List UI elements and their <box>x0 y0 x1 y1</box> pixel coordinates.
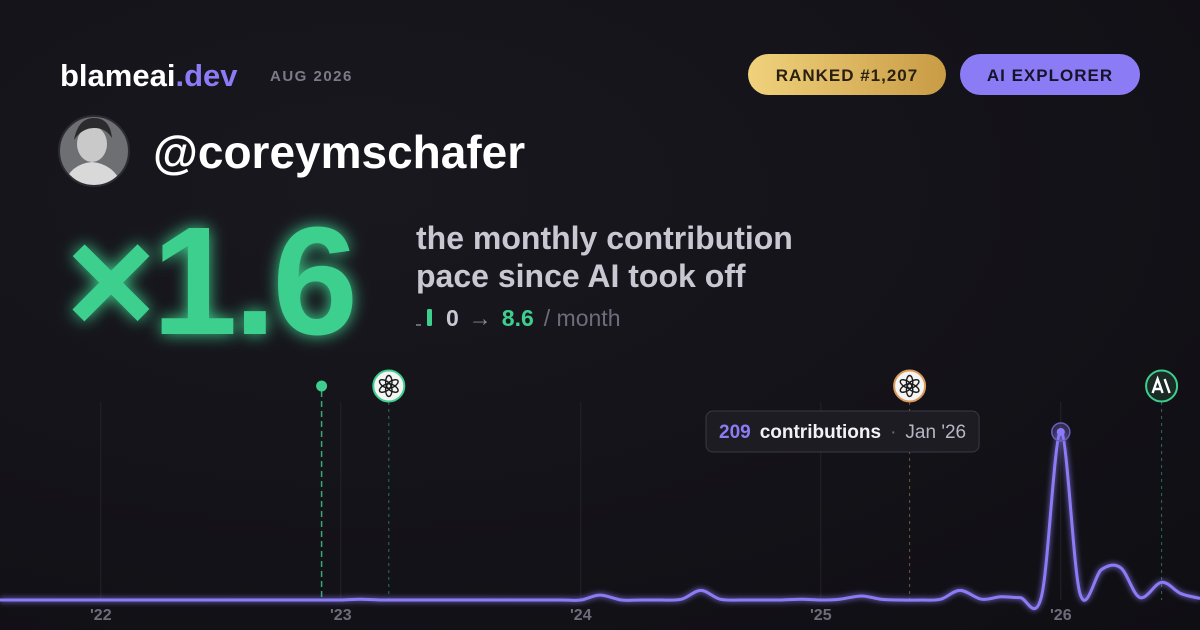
rank-badge <box>748 54 946 95</box>
tier-text: AI EXPLORER <box>987 66 1113 85</box>
pace-icon <box>416 309 432 326</box>
tooltip-box <box>705 410 980 453</box>
pace: 0 → 8.6 / month <box>446 305 621 331</box>
event-icon <box>893 369 927 403</box>
headline-line: pace since AI took off <box>416 258 746 294</box>
event-icon <box>372 369 406 403</box>
brand-tld: .dev <box>175 58 238 93</box>
event-marker <box>1145 369 1179 600</box>
tooltip-value: 209 <box>719 422 751 443</box>
pace-from: 0 <box>446 305 459 331</box>
x-tick-label: '26 <box>1050 607 1072 624</box>
event-icon-petal <box>378 379 392 389</box>
tooltip-date: Jan '26 <box>905 422 966 443</box>
pace-unit: / month <box>544 305 621 331</box>
event-marker <box>316 380 328 600</box>
period: AUG 2026 <box>270 68 353 85</box>
tooltip-text: 209 contributions · Jan '26 <box>719 422 966 443</box>
x-tick-label: '25 <box>810 607 832 624</box>
brand-name: blameai <box>60 58 175 93</box>
headline-line: the monthly contribution <box>416 220 793 256</box>
chart: '22 '23 '24 '25 '26 209 contributions · Jan '26 <box>0 369 1200 624</box>
tooltip-sep: · <box>890 422 896 443</box>
event-dot <box>316 380 328 392</box>
pace-arrow: → <box>469 305 492 331</box>
tier-badge <box>960 54 1140 95</box>
x-tick-label: '23 <box>330 607 352 624</box>
tooltip: 209 contributions · Jan '26 <box>705 410 980 453</box>
event-marker <box>372 369 406 600</box>
pace-to: 8.6 <box>502 305 534 331</box>
event-icon-glyph <box>1151 375 1171 394</box>
rank-text: RANKED #1,207 <box>776 66 918 85</box>
series-line <box>0 430 1200 611</box>
handle: @coreymschafer <box>153 126 525 178</box>
tooltip-label: contributions <box>760 422 881 443</box>
highlight-dot <box>1056 427 1065 436</box>
x-tick-label: '22 <box>90 607 112 624</box>
event-marker <box>893 369 927 600</box>
event-icon <box>1145 369 1179 403</box>
multiplier: ×1.6 <box>66 195 354 367</box>
x-tick-label: '24 <box>570 607 592 624</box>
avatar <box>58 115 130 187</box>
event-icon-petal <box>899 379 913 389</box>
brand: blameai.dev <box>60 58 238 93</box>
